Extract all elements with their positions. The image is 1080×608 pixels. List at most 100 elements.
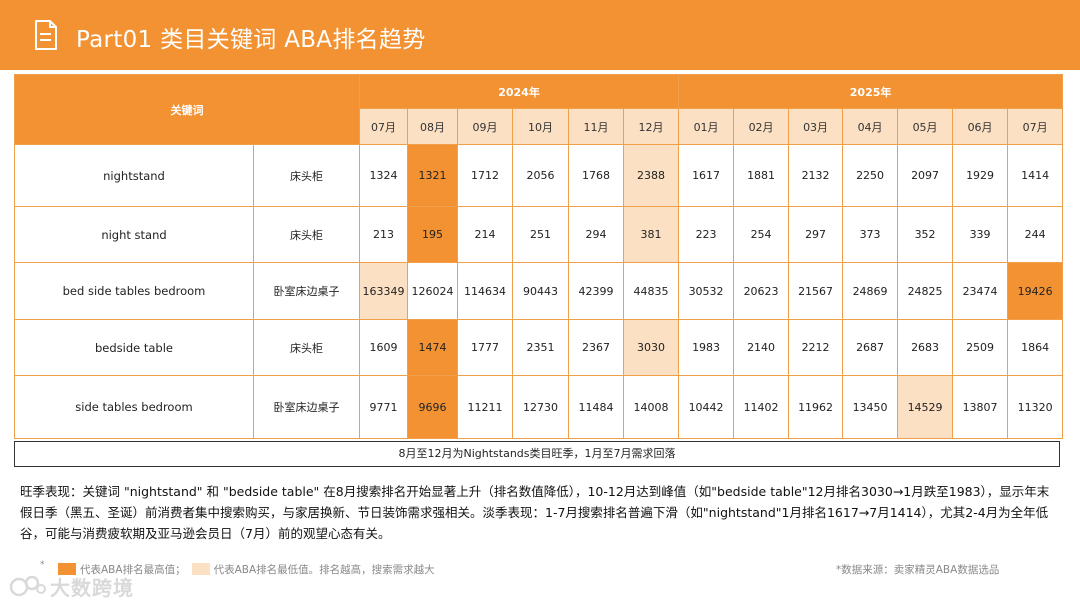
rank-cell: 214	[457, 206, 513, 263]
legend: * 代表ABA排名最高值； 代表ABA排名最低值。排名越高，搜索需求越大	[40, 560, 435, 576]
category-cell: 床头柜	[253, 144, 360, 207]
rank-cell: 297	[788, 206, 844, 263]
rank-cell: 114634	[457, 262, 513, 320]
year-header: 2024年	[358, 74, 680, 109]
rank-cell: 11211	[457, 375, 513, 439]
rank-cell: 11402	[733, 375, 790, 439]
rank-cell: 11320	[1007, 375, 1064, 439]
legend-high-label: 代表ABA排名最高值；	[80, 563, 186, 576]
rank-cell: 339	[952, 206, 1009, 263]
rank-cell: 373	[842, 206, 899, 263]
rank-cell: 24869	[842, 262, 899, 320]
keyword-cell: bedside table	[14, 319, 254, 376]
rank-cell: 42399	[568, 262, 624, 320]
month-header: 06月	[952, 108, 1009, 145]
season-note: 8月至12月为Nightstands类目旺季，1月至7月需求回落	[14, 441, 1060, 467]
rank-cell: 12730	[512, 375, 569, 439]
keyword-cell: side tables bedroom	[14, 375, 254, 439]
month-header: 07月	[1007, 108, 1064, 145]
month-header: 04月	[842, 108, 899, 145]
rank-cell-lowest: 381	[622, 206, 680, 263]
rank-cell-lowest: 2388	[622, 144, 680, 207]
rank-cell: 21567	[788, 262, 844, 320]
legend-high-swatch	[58, 563, 76, 575]
rank-cell: 13450	[842, 375, 899, 439]
rank-cell: 2367	[568, 319, 624, 376]
rank-cell: 2687	[842, 319, 899, 376]
table-row: bed side tables bedroom 卧室床边桌子 163349 12602…	[14, 262, 1064, 320]
rank-cell: 2683	[897, 319, 954, 376]
rank-cell: 2097	[897, 144, 954, 207]
rank-cell: 254	[733, 206, 790, 263]
rank-cell-lowest: 14529	[897, 375, 954, 439]
table-row: night stand 床头柜 213 195 214 251 294 381 223 254 29…	[14, 206, 1064, 263]
category-cell: 卧室床边桌子	[253, 262, 360, 320]
analysis-paragraph: 旺季表现：关键词 "nightstand" 和 "bedside table" …	[20, 484, 1050, 541]
rank-cell: 244	[1007, 206, 1064, 263]
month-header: 11月	[568, 108, 624, 145]
rank-cell: 24825	[897, 262, 954, 320]
rank-cell: 1777	[457, 319, 513, 376]
month-header: 01月	[678, 108, 735, 145]
watermark-logo-icon	[9, 575, 46, 596]
rank-cell: 20623	[733, 262, 790, 320]
watermark: 大数跨境	[8, 572, 134, 601]
page-title: Part01 类目关键词 ABA排名趋势	[76, 27, 426, 53]
rank-cell: 9771	[359, 375, 408, 439]
rank-cell: 1414	[1007, 144, 1064, 207]
rank-cell: 2509	[952, 319, 1009, 376]
month-header: 12月	[622, 108, 680, 145]
rank-cell: 2250	[842, 144, 899, 207]
legend-low-label: 代表ABA排名最低值。排名越高，搜索需求越大	[213, 563, 435, 576]
rank-cell: 1983	[678, 319, 735, 376]
rank-cell: 44835	[622, 262, 680, 320]
rank-cell: 13807	[952, 375, 1009, 439]
rank-cell: 1881	[733, 144, 790, 207]
month-header: 09月	[457, 108, 513, 145]
category-cell: 床头柜	[253, 206, 360, 263]
keyword-cell: nightstand	[14, 144, 254, 207]
rank-cell: 1929	[952, 144, 1009, 207]
legend-low-swatch	[191, 563, 210, 575]
rank-cell-highest: 195	[407, 206, 458, 263]
rank-cell-highest: 9696	[407, 375, 458, 439]
rank-cell: 2351	[512, 319, 569, 376]
rank-cell: 352	[897, 206, 954, 263]
month-header: 08月	[407, 108, 458, 145]
rank-cell: 251	[512, 206, 569, 263]
year-header: 2025年	[678, 74, 1064, 109]
ranking-table-container: 关键词 2024年 2025年 07月 08月 09月 10月 11月 12月 01月 02月 0…	[14, 74, 1064, 439]
rank-cell: 2056	[512, 144, 569, 207]
rank-cell: 14008	[622, 375, 680, 439]
month-header: 10月	[512, 108, 569, 145]
rank-cell: 1712	[457, 144, 513, 207]
rank-cell: 1768	[568, 144, 624, 207]
month-header: 02月	[733, 108, 790, 145]
rank-cell: 90443	[512, 262, 569, 320]
rank-cell: 30532	[678, 262, 735, 320]
aba-ranking-table: 关键词 2024年 2025年 07月 08月 09月 10月 11月 12月 01月 02月 0…	[14, 74, 1064, 439]
rank-cell: 10442	[678, 375, 735, 439]
month-header: 03月	[788, 108, 844, 145]
document-icon	[35, 20, 57, 50]
rank-cell-highest: 1474	[407, 319, 458, 376]
table-row: nightstand 床头柜 1324 1321 1712 2056 1768 2388 161…	[14, 144, 1064, 207]
keyword-cell: bed side tables bedroom	[14, 262, 254, 320]
table-row: side tables bedroom 卧室床边桌子 9771 9696 11211 12…	[14, 375, 1064, 439]
rank-cell: 2212	[788, 319, 844, 376]
rank-cell: 294	[568, 206, 624, 263]
rank-cell: 1324	[359, 144, 408, 207]
rank-cell: 11484	[568, 375, 624, 439]
month-header: 07月	[359, 108, 408, 145]
keyword-cell: night stand	[14, 206, 254, 263]
rank-cell: 1617	[678, 144, 735, 207]
rank-cell: 213	[359, 206, 408, 263]
rank-cell: 1609	[359, 319, 408, 376]
category-cell: 卧室床边桌子	[253, 375, 360, 439]
legend-bullet: *	[40, 560, 45, 570]
watermark-text: 大数跨境	[50, 576, 134, 600]
rank-cell-highest: 19426	[1007, 262, 1064, 320]
rank-cell: 2140	[733, 319, 790, 376]
rank-cell: 1864	[1007, 319, 1064, 376]
category-cell: 床头柜	[253, 319, 360, 376]
